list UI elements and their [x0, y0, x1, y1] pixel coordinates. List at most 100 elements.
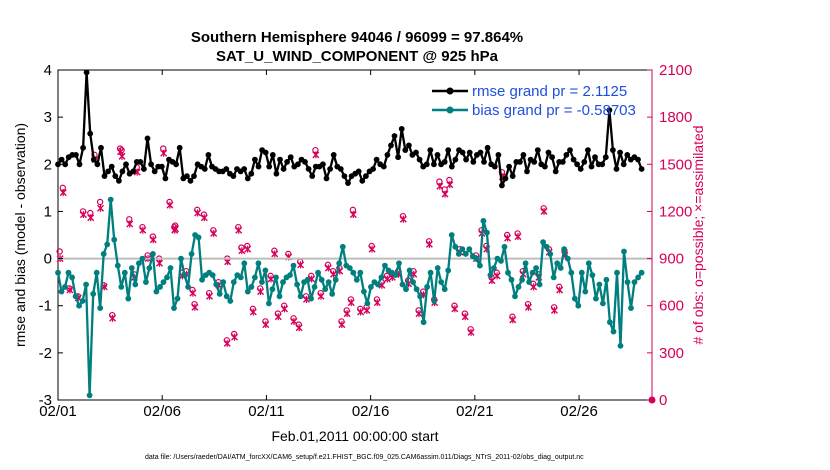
rmse-point	[542, 163, 548, 170]
rmse-point	[119, 168, 126, 175]
obs-assimilated-point	[206, 292, 214, 300]
rmse-point	[58, 156, 65, 163]
bias-point	[589, 272, 596, 278]
rmse-point	[241, 166, 248, 172]
bias-point	[515, 284, 522, 290]
rmse-point	[635, 156, 641, 163]
bias-point	[508, 276, 515, 283]
bias-point	[160, 279, 167, 285]
rmse-point	[391, 133, 398, 139]
bias-point	[269, 286, 276, 293]
bias-point	[505, 269, 511, 276]
rmse-point	[413, 149, 419, 156]
bias-point	[55, 269, 61, 276]
rmse-point	[123, 161, 129, 168]
bias-point	[578, 269, 585, 276]
rmse-point	[423, 161, 430, 168]
obs-assimilated-point	[97, 204, 105, 212]
rmse-point	[248, 170, 255, 177]
rmse-point	[230, 173, 237, 180]
obs-assimilated-point	[210, 229, 218, 237]
obs-assimilated-point	[79, 211, 87, 219]
rmse-point	[144, 135, 151, 142]
bias-point	[498, 258, 504, 264]
bias-point	[167, 265, 174, 271]
bias-point	[635, 274, 641, 281]
bias-point	[501, 243, 508, 250]
bias-point	[357, 269, 364, 276]
bias-point	[290, 262, 297, 269]
obs-assimilated-point	[118, 152, 126, 160]
bias-point	[596, 281, 603, 288]
y-axis-ticks: -3 -2 -1 0 1 2 3 4	[39, 62, 63, 409]
bias-point	[280, 279, 286, 285]
bias-point	[600, 300, 606, 307]
obs-assimilated-point	[235, 226, 243, 234]
bias-point	[339, 243, 346, 250]
rmse-point	[262, 149, 269, 156]
rmse-point	[545, 149, 552, 156]
bias-point	[603, 276, 610, 283]
bias-point	[322, 286, 329, 293]
y-tick-label: 0	[44, 251, 52, 268]
rmse-point	[531, 159, 538, 165]
bias-point	[325, 279, 332, 285]
bias-point	[164, 274, 170, 281]
y-tick-label: 1	[44, 203, 52, 220]
rmse-point	[588, 163, 595, 170]
bias-point	[571, 295, 578, 302]
bias-point	[223, 293, 230, 300]
obs-assimilated-point	[295, 324, 303, 332]
x-axis-label: Feb.01,2011 00:00:00 start	[271, 428, 438, 444]
rmse-point	[309, 173, 316, 180]
bias-point	[276, 293, 283, 300]
bias-point	[536, 281, 543, 288]
rmse-point	[284, 159, 290, 165]
bias-point	[318, 276, 325, 283]
bias-point	[93, 269, 100, 276]
rmse-point	[269, 152, 276, 158]
rmse-point	[549, 154, 555, 161]
rmse-point	[402, 147, 409, 154]
rmse-point	[406, 142, 412, 149]
bias-point	[315, 269, 321, 276]
bias-point	[350, 269, 357, 276]
bias-point	[543, 243, 550, 250]
rmse-point	[223, 166, 230, 172]
rmse-point	[80, 144, 86, 151]
obs-assimilated-point	[363, 306, 371, 314]
rmse-point	[90, 156, 97, 163]
bias-point	[143, 279, 149, 285]
bias-point	[262, 267, 269, 274]
obs-assimilated-point	[556, 286, 564, 294]
y-right-tick-label: 300	[659, 345, 684, 362]
bias-point	[512, 293, 518, 300]
bias-point	[564, 255, 571, 262]
obs-assimilated-point	[461, 313, 469, 321]
footer-datafile: data file: /Users/raeder/DAI/ATM_forcXX/…	[145, 454, 584, 461]
bias-point	[181, 272, 188, 278]
rmse-point	[87, 130, 94, 137]
x-tick-label: 02/21	[456, 403, 494, 420]
obs-assimilated-point	[172, 225, 180, 233]
rmse-point	[277, 156, 283, 163]
bias-point	[403, 286, 409, 293]
rmse-point	[173, 161, 180, 168]
bias-point	[364, 300, 371, 307]
bias-point	[174, 295, 181, 302]
rmse-point	[266, 163, 273, 170]
obs-assimilated-point	[257, 288, 265, 296]
bias-point	[178, 255, 184, 262]
bias-point	[424, 284, 430, 290]
bias-point	[297, 293, 304, 300]
rmse-point	[524, 168, 530, 175]
bias-point	[491, 265, 497, 271]
rmse-point	[592, 154, 598, 161]
bias-point	[533, 265, 539, 271]
obs-assimilated-point	[249, 308, 257, 316]
bias-point	[139, 255, 146, 262]
obs-assimilated-point	[281, 305, 289, 313]
legend-bias-marker	[446, 106, 454, 114]
y-right-tick-label: 1500	[659, 156, 692, 173]
